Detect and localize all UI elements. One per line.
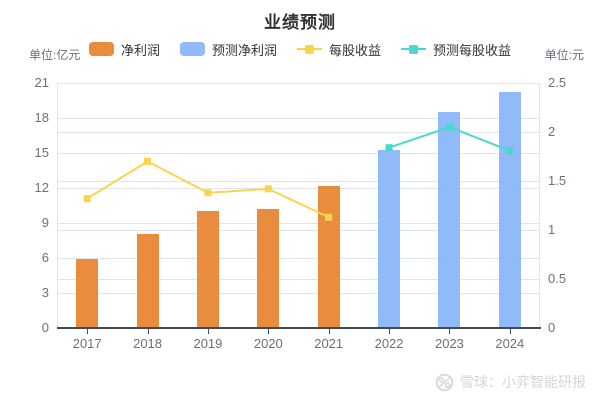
plot-area [57,83,540,328]
legend-line-marker [305,45,314,54]
left-axis-tick-label: 12 [34,180,49,195]
chart-title: 业绩预测 [264,13,336,32]
watermark: 雪球：小弈智能研报 [435,372,586,392]
left-axis-tick-label: 9 [41,215,49,230]
legend-item-2[interactable]: 预测净利润 [179,40,277,59]
right-axis-tick-label: 0 [548,320,556,335]
legend-item-label: 预测每股收益 [433,42,512,58]
bar-预测净利润-2022 [378,149,401,328]
x-axis-label: 2021 [314,336,344,351]
plot-right-border [539,83,540,328]
gridline-right-axis [57,230,540,231]
x-axis-label: 2017 [72,336,102,351]
bar-净利润-2021 [317,185,340,328]
watermark-text: 雪球：小弈智能研报 [460,374,586,390]
legend-item-label: 预测净利润 [211,42,277,58]
left-axis-tick-label: 6 [41,250,49,265]
legend: 净利润 预测净利润 每股收益 预测每股收益 [0,39,600,59]
bar-净利润-2017 [76,259,99,328]
gridline-left-axis [57,223,540,224]
legend-item-4[interactable]: 预测每股收益 [401,40,511,59]
x-axis-label: 2022 [374,336,404,351]
legend-item-label: 每股收益 [329,42,382,58]
left-axis-tick-label: 18 [34,110,49,125]
x-axis-tick [87,329,89,334]
marker-每股收益 [204,189,212,197]
marker-预测每股收益 [445,123,453,131]
right-axis-tick-label: 2 [548,124,556,139]
legend-line-swatch-icon [401,42,427,56]
legend-item-3[interactable]: 每股收益 [297,40,381,59]
legend-line-swatch-icon [297,42,322,56]
x-axis-tick [389,329,391,334]
legend-line-marker [409,45,419,54]
marker-预测每股收益 [385,144,393,152]
x-axis-tick [449,329,451,334]
x-axis-label: 2023 [434,336,464,351]
x-axis-line [57,327,541,329]
marker-每股收益 [325,213,333,221]
x-axis-label: 2018 [133,336,163,351]
line-series-layer [83,123,514,221]
marker-预测每股收益 [506,147,514,155]
gridline-right-axis [57,181,540,182]
gridline-left-axis [57,188,540,189]
x-axis-tick [268,329,270,334]
right-axis-tick-label: 1.5 [548,173,567,188]
x-axis-label: 2019 [193,336,223,351]
bar-净利润-2019 [196,211,219,328]
right-axis-tick-label: 0.5 [548,271,567,286]
x-axis-tick [147,329,149,334]
bar-净利润-2020 [257,209,280,328]
x-axis-tick [328,329,330,334]
marker-每股收益 [83,195,91,203]
gridline-left-axis [57,293,540,294]
left-axis-tick-label: 21 [34,75,49,90]
bar-净利润-2018 [136,233,159,328]
right-axis-unit-label: 单位:元 [544,48,584,62]
legend-item-label: 净利润 [120,42,160,58]
right-axis-tick-label: 2.5 [548,75,567,90]
left-axis-unit-label: 单位:亿元 [29,48,81,62]
x-axis-tick [509,329,511,334]
gridline-left-axis [57,153,540,154]
left-axis-tick-label: 0 [41,320,49,335]
x-axis-label: 2024 [495,336,525,351]
gridline-left-axis [57,118,540,119]
legend-bar-swatch-icon [88,42,114,56]
legend-bar-swatch-icon [179,42,205,56]
x-axis-label: 2020 [253,336,283,351]
left-axis-tick-label: 3 [41,285,49,300]
left-axis-tick-label: 15 [34,145,49,160]
gridline-right-axis [57,83,540,84]
plot-left-border [57,83,58,328]
x-axis-tick [207,329,209,334]
marker-每股收益 [144,157,152,165]
bar-预测净利润-2024 [498,92,521,328]
gridline-left-axis [57,258,540,259]
line-预测每股收益 [388,126,511,152]
bar-预测净利润-2023 [438,112,461,328]
gridline-right-axis [57,132,540,133]
xueqiu-logo-icon [435,373,454,391]
marker-每股收益 [264,185,272,193]
legend-item-1[interactable]: 净利润 [88,40,160,59]
right-axis-tick-label: 1 [548,222,556,237]
gridline-right-axis [57,279,540,280]
